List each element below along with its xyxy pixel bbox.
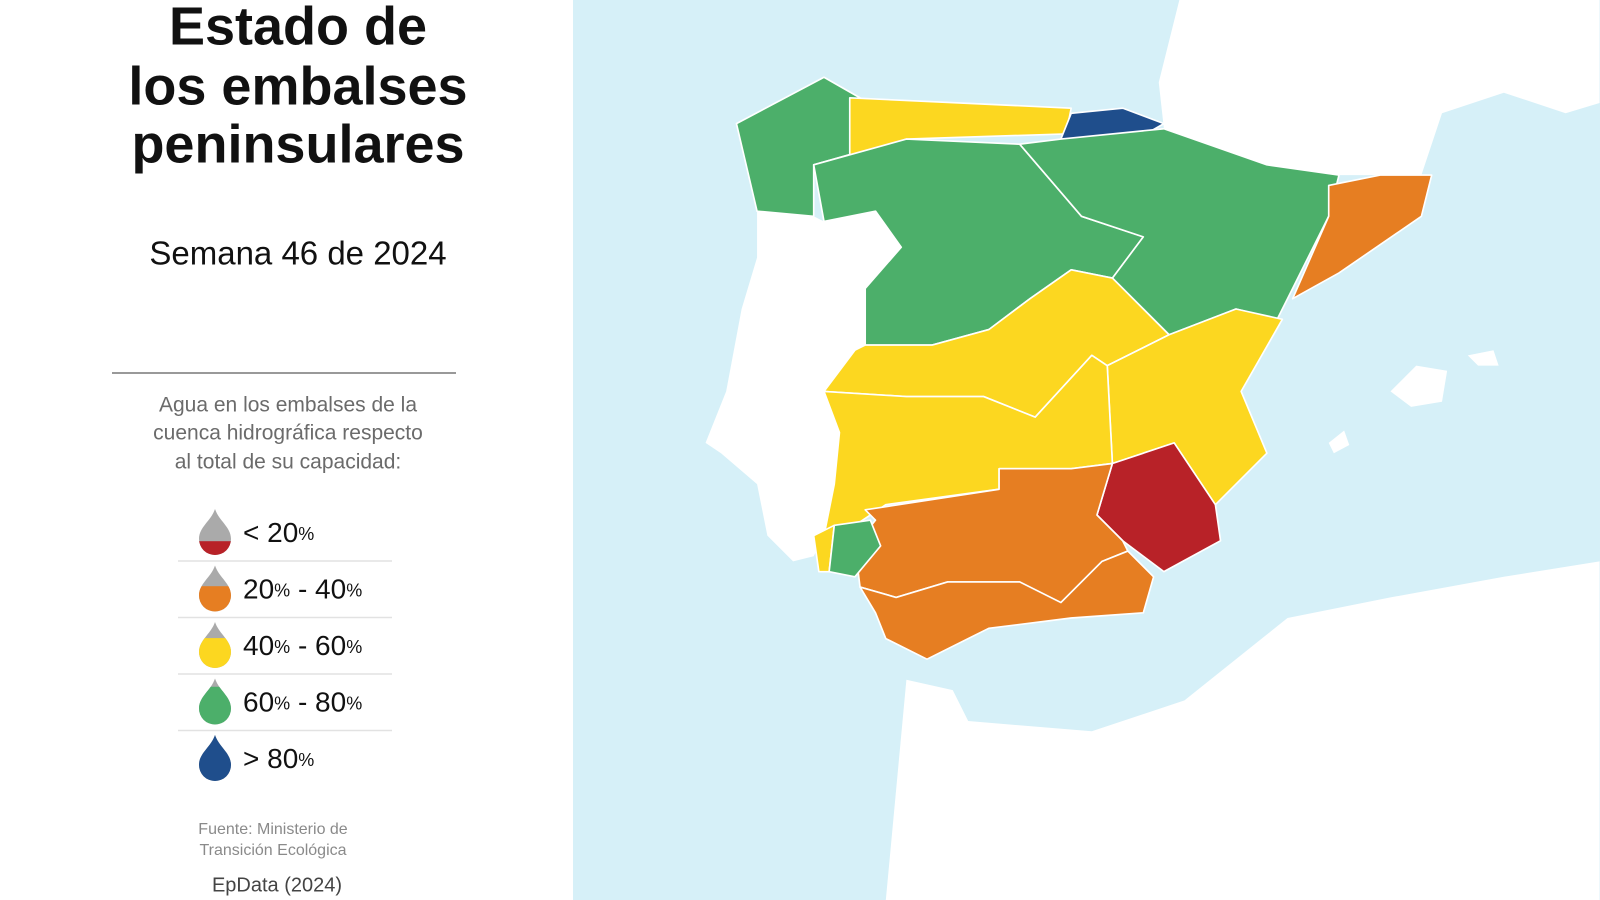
drop-fill: [199, 735, 231, 781]
label-part: 60: [243, 687, 274, 718]
title-line: peninsulares: [131, 114, 464, 174]
label-unit: %: [346, 637, 362, 657]
label-part: < 20: [243, 517, 298, 548]
region: [859, 550, 1155, 661]
legend-label: 40% - 60%: [243, 630, 362, 661]
region: [848, 97, 1073, 161]
label-part: - 40: [290, 574, 346, 605]
legend-label: < 20%: [243, 517, 314, 548]
island: [1390, 365, 1448, 407]
legend-label: 20% - 40%: [243, 574, 362, 605]
label-unit: %: [274, 580, 290, 600]
label-unit: %: [346, 693, 362, 713]
legend-description: cuenca hidrográfica respecto: [153, 422, 423, 445]
legend-description: Agua en los embalses de la: [159, 394, 417, 417]
label-unit: %: [298, 750, 314, 770]
label-unit: %: [274, 637, 290, 657]
region: [1018, 127, 1340, 336]
label-unit: %: [346, 580, 362, 600]
subtitle: Semana 46 de 2024: [149, 235, 446, 272]
drop-fill: [199, 541, 231, 555]
legend: < 20%20% - 40%40% - 60%60% - 80%> 80%: [178, 509, 392, 781]
island: [1467, 350, 1499, 366]
portugal: [705, 211, 902, 562]
drop-fill: [199, 686, 231, 725]
credit: EpData (2024): [212, 874, 342, 896]
africa: [885, 561, 1600, 900]
label-part: 20: [243, 574, 274, 605]
title-line: los embalses: [128, 56, 467, 116]
label-part: - 60: [290, 630, 346, 661]
region: [828, 519, 882, 578]
legend-label: 60% - 80%: [243, 687, 362, 718]
label-part: 40: [243, 630, 274, 661]
label-unit: %: [274, 693, 290, 713]
title-line: Estado de: [169, 0, 427, 56]
island: [1328, 430, 1350, 454]
legend-label: > 80%: [243, 743, 314, 774]
drop-fill: [199, 586, 231, 612]
legend-description: al total de su capacidad:: [175, 451, 402, 474]
france: [1158, 0, 1600, 176]
label-part: - 80: [290, 687, 346, 718]
source: Fuente: Ministerio de: [198, 821, 348, 838]
drop-fill: [199, 638, 231, 668]
label-unit: %: [298, 524, 314, 544]
source: Transición Ecológica: [199, 842, 346, 859]
label-part: > 80: [243, 743, 298, 774]
map: [705, 0, 1600, 900]
region: [1291, 174, 1433, 300]
